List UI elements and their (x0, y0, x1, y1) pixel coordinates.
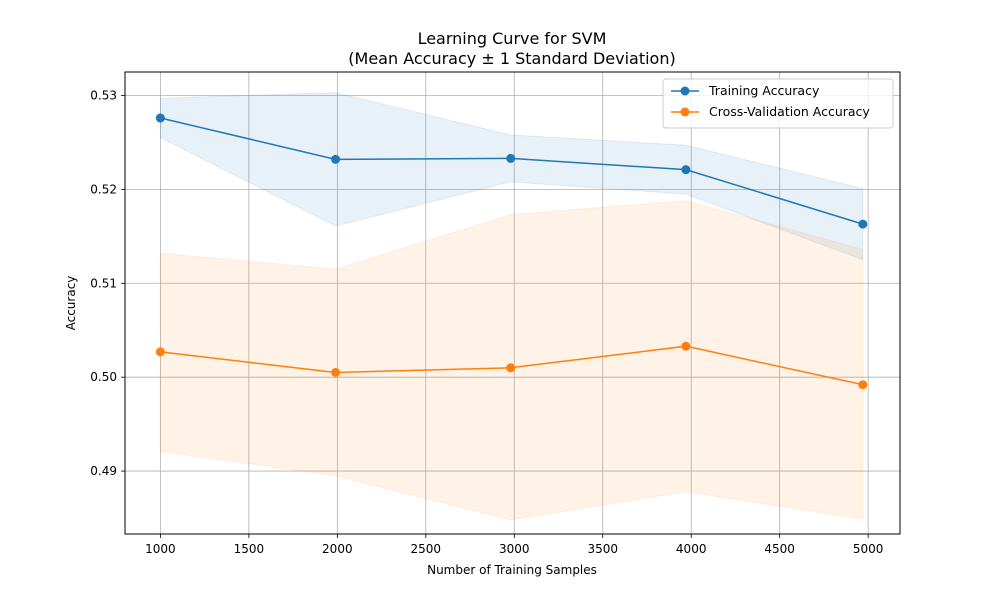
x-tick-label: 5000 (853, 542, 884, 556)
x-tick-label: 2500 (411, 542, 442, 556)
x-tick-label: 4000 (676, 542, 707, 556)
series-markers (155, 113, 868, 390)
chart-legend: Training Accuracy Cross-Validation Accur… (662, 78, 894, 129)
x-tick-label: 1000 (145, 542, 176, 556)
chart-title: Learning Curve for SVM (418, 29, 607, 48)
training-accuracy-point (858, 219, 868, 229)
cross-validation-accuracy-point (506, 363, 516, 373)
x-axis-ticks: 1000 1500 2000 2500 3000 3500 4000 4500 5000 (145, 534, 883, 556)
training-accuracy-point (681, 165, 691, 175)
y-tick-label: 0.49 (90, 464, 117, 478)
cross-validation-accuracy-point (331, 367, 341, 377)
y-axis-ticks: 0.49 0.50 0.51 0.52 0.53 (90, 88, 125, 478)
chart-subtitle: (Mean Accuracy ± 1 Standard Deviation) (348, 49, 675, 68)
x-tick-label: 3500 (587, 542, 618, 556)
y-tick-label: 0.53 (90, 88, 117, 102)
y-tick-label: 0.51 (90, 276, 117, 290)
x-tick-label: 3000 (499, 542, 530, 556)
legend-marker-cross-validation (680, 107, 690, 117)
legend-box (662, 78, 894, 129)
legend-label-cross-validation: Cross-Validation Accuracy (709, 104, 870, 119)
training-accuracy-point (155, 113, 165, 123)
y-axis-label: Accuracy (64, 276, 78, 331)
training-accuracy-std-band (159, 92, 864, 261)
legend-marker-training (680, 86, 690, 96)
x-axis-label: Number of Training Samples (427, 563, 597, 577)
y-tick-label: 0.52 (90, 182, 117, 196)
x-tick-label: 2000 (322, 542, 353, 556)
training-accuracy-point (506, 153, 516, 163)
plot-area-frame (124, 71, 901, 535)
cross-validation-accuracy-point (858, 380, 868, 390)
std-dev-bands (159, 92, 864, 521)
legend-label-training: Training Accuracy (708, 83, 820, 98)
cross-validation-accuracy-point (155, 347, 165, 357)
cross-validation-accuracy-point (681, 341, 691, 351)
cross-validation-accuracy-std-band (159, 200, 864, 521)
x-tick-label: 1500 (234, 542, 265, 556)
training-accuracy-point (331, 154, 341, 164)
x-tick-label: 4500 (764, 542, 795, 556)
y-tick-label: 0.50 (90, 370, 117, 384)
